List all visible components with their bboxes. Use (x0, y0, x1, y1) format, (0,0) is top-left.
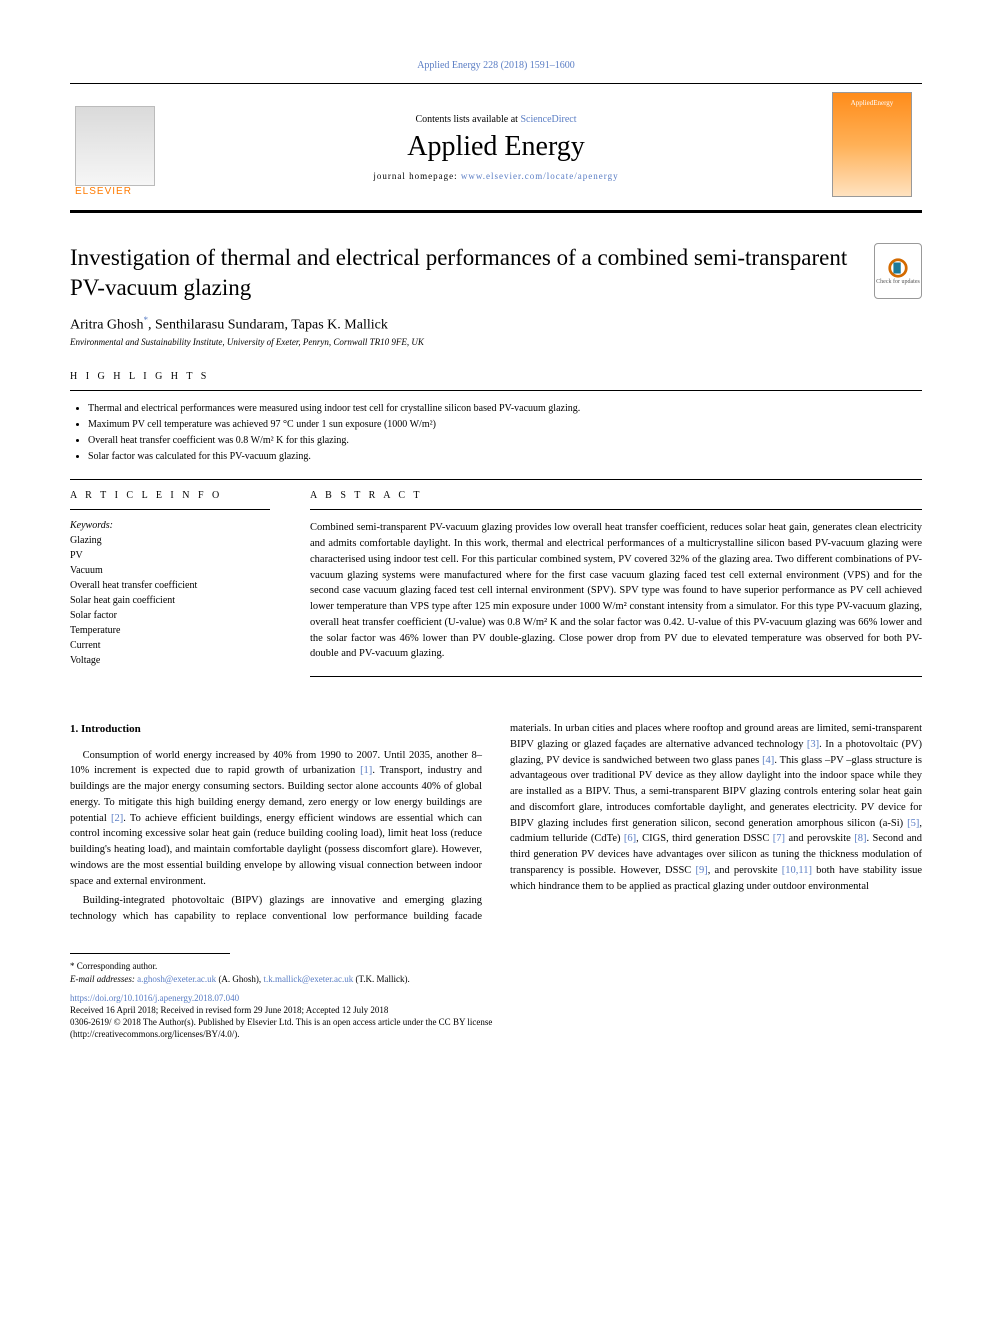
keyword: Overall heat transfer coefficient (70, 578, 270, 593)
divider (310, 509, 922, 510)
body-paragraph: Consumption of world energy increased by… (70, 748, 482, 890)
citation-link[interactable]: [2] (111, 813, 123, 824)
journal-name: Applied Energy (160, 131, 832, 163)
citation-link[interactable]: [4] (762, 755, 774, 766)
elsevier-tree-icon (75, 106, 155, 186)
email-link[interactable]: t.k.mallick@exeter.ac.uk (263, 974, 353, 984)
keyword: Glazing (70, 533, 270, 548)
footnote-separator (70, 953, 230, 954)
contents-line: Contents lists available at ScienceDirec… (160, 114, 832, 125)
keyword: Vacuum (70, 563, 270, 578)
keywords-label: Keywords: (70, 520, 270, 531)
highlight-item: Thermal and electrical performances were… (88, 401, 922, 417)
authors-line: Aritra Ghosh*, Senthilarasu Sundaram, Ta… (70, 315, 922, 334)
keyword: Temperature (70, 623, 270, 638)
cover-title: AppliedEnergy (833, 99, 911, 107)
issue-link[interactable]: Applied Energy 228 (2018) 1591–1600 (70, 60, 922, 71)
highlight-item: Overall heat transfer coefficient was 0.… (88, 433, 922, 449)
keyword: Solar heat gain coefficient (70, 593, 270, 608)
abstract-label: A B S T R A C T (310, 490, 922, 501)
masthead: ELSEVIER Contents lists available at Sci… (70, 83, 922, 213)
section-heading: 1. Introduction (70, 721, 482, 738)
journal-cover[interactable]: AppliedEnergy (832, 92, 922, 202)
sciencedirect-link[interactable]: ScienceDirect (520, 114, 576, 125)
highlights-label: H I G H L I G H T S (70, 371, 922, 382)
citation-link[interactable]: [10,11] (782, 865, 812, 876)
citation-link[interactable]: [9] (695, 865, 707, 876)
citation-link[interactable]: [6] (624, 833, 636, 844)
highlight-item: Solar factor was calculated for this PV-… (88, 449, 922, 465)
citation-link[interactable]: [8] (854, 833, 866, 844)
citation-link[interactable]: [3] (807, 739, 819, 750)
affiliation: Environmental and Sustainability Institu… (70, 337, 922, 347)
journal-homepage: journal homepage: www.elsevier.com/locat… (160, 171, 832, 181)
journal-homepage-link[interactable]: www.elsevier.com/locate/apenergy (461, 171, 619, 181)
citation-link[interactable]: [5] (907, 818, 919, 829)
copyright-line: 0306-2619/ © 2018 The Author(s). Publish… (70, 1017, 922, 1027)
article-info-label: A R T I C L E I N F O (70, 490, 270, 501)
check-updates-badge[interactable]: Check for updates (874, 243, 922, 299)
elsevier-logo[interactable]: ELSEVIER (70, 97, 160, 197)
keyword: PV (70, 548, 270, 563)
divider (310, 676, 922, 677)
highlights-list: Thermal and electrical performances were… (70, 401, 922, 465)
received-dates: Received 16 April 2018; Received in revi… (70, 1005, 922, 1015)
corresponding-author-note: * Corresponding author. (70, 960, 922, 973)
email-link[interactable]: a.ghosh@exeter.ac.uk (137, 974, 216, 984)
divider (70, 479, 922, 480)
keyword: Solar factor (70, 608, 270, 623)
divider (70, 390, 922, 391)
citation-link[interactable]: [1] (360, 765, 372, 776)
check-updates-icon (887, 257, 909, 279)
article-title: Investigation of thermal and electrical … (70, 243, 858, 303)
keyword: Voltage (70, 653, 270, 668)
elsevier-wordmark: ELSEVIER (75, 186, 155, 197)
copyright-license: (http://creativecommons.org/licenses/BY/… (70, 1029, 922, 1039)
highlight-item: Maximum PV cell temperature was achieved… (88, 417, 922, 433)
email-line: E-mail addresses: a.ghosh@exeter.ac.uk (… (70, 973, 922, 986)
divider (70, 509, 270, 510)
keyword: Current (70, 638, 270, 653)
doi-link[interactable]: https://doi.org/10.1016/j.apenergy.2018.… (70, 993, 239, 1003)
abstract-text: Combined semi-transparent PV-vacuum glaz… (310, 520, 922, 662)
citation-link[interactable]: [7] (773, 833, 785, 844)
